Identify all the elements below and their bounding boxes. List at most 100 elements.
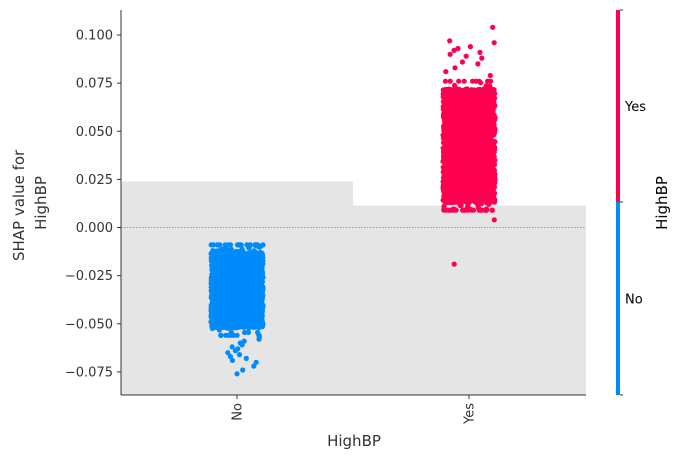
point	[259, 294, 266, 300]
point	[441, 156, 447, 162]
point	[216, 261, 223, 267]
point	[215, 320, 221, 326]
point	[252, 305, 258, 311]
point	[244, 288, 250, 294]
point	[238, 324, 244, 330]
series-no	[208, 242, 266, 377]
point	[461, 87, 467, 93]
point	[251, 291, 257, 297]
outlier-point	[256, 334, 262, 340]
point	[246, 309, 252, 315]
point	[220, 301, 226, 307]
point	[252, 271, 258, 278]
point	[239, 257, 245, 263]
point	[446, 207, 452, 213]
point	[234, 314, 240, 321]
point	[247, 296, 254, 302]
point	[440, 169, 446, 175]
point	[220, 277, 226, 283]
point	[237, 308, 243, 314]
point	[260, 255, 266, 261]
point	[485, 78, 491, 84]
point	[235, 242, 241, 248]
point	[221, 255, 227, 261]
outlier-point	[236, 352, 243, 358]
point	[255, 279, 261, 285]
point	[218, 332, 224, 338]
point	[239, 246, 245, 252]
point	[245, 319, 251, 325]
point	[231, 322, 237, 328]
point	[214, 313, 220, 319]
point	[465, 133, 471, 139]
point	[260, 242, 266, 248]
point	[221, 315, 227, 321]
point	[231, 283, 237, 289]
point	[239, 297, 245, 303]
scatter-points	[208, 24, 498, 377]
point	[226, 261, 232, 267]
background-histogram	[121, 181, 586, 395]
outlier-point	[210, 248, 216, 254]
point	[259, 324, 265, 330]
point	[255, 261, 261, 267]
point	[234, 332, 240, 338]
point	[209, 254, 216, 260]
point	[229, 276, 235, 282]
point	[223, 332, 229, 338]
point	[256, 310, 263, 316]
point	[461, 78, 467, 84]
point	[251, 254, 257, 260]
point	[246, 324, 252, 330]
outlier-point	[234, 371, 240, 377]
outlier-point	[229, 357, 235, 363]
point	[234, 295, 240, 301]
point	[210, 286, 216, 292]
point	[254, 242, 260, 248]
point	[210, 242, 216, 248]
point	[220, 271, 226, 277]
point	[227, 314, 233, 320]
point	[259, 318, 265, 324]
point	[242, 329, 248, 336]
point	[222, 242, 228, 248]
point	[231, 308, 237, 314]
point	[246, 245, 252, 251]
outlier-point	[241, 338, 247, 344]
point	[255, 288, 261, 294]
point	[208, 312, 215, 318]
point	[213, 302, 219, 308]
point	[211, 261, 218, 267]
point	[254, 315, 260, 321]
point	[225, 285, 231, 291]
point	[208, 307, 214, 313]
outlier-point	[232, 348, 238, 354]
point	[478, 80, 484, 86]
point	[210, 272, 217, 278]
point	[230, 332, 237, 338]
point	[248, 282, 254, 288]
point	[258, 305, 264, 311]
point	[236, 276, 242, 282]
point	[211, 277, 218, 283]
outlier-point	[251, 363, 257, 369]
outlier-point	[243, 355, 249, 361]
point	[234, 300, 240, 306]
point	[239, 284, 245, 290]
point	[245, 329, 251, 335]
outlier-point	[240, 367, 246, 373]
point	[248, 273, 254, 279]
outlier-point	[215, 250, 221, 256]
point	[237, 264, 243, 270]
point	[241, 279, 247, 285]
histogram-bar-yes	[353, 205, 586, 395]
point	[232, 253, 238, 259]
point	[225, 272, 231, 278]
point	[210, 291, 216, 297]
point	[460, 207, 466, 213]
point	[223, 324, 229, 330]
point	[217, 242, 223, 248]
point	[232, 289, 239, 295]
point	[209, 266, 215, 272]
